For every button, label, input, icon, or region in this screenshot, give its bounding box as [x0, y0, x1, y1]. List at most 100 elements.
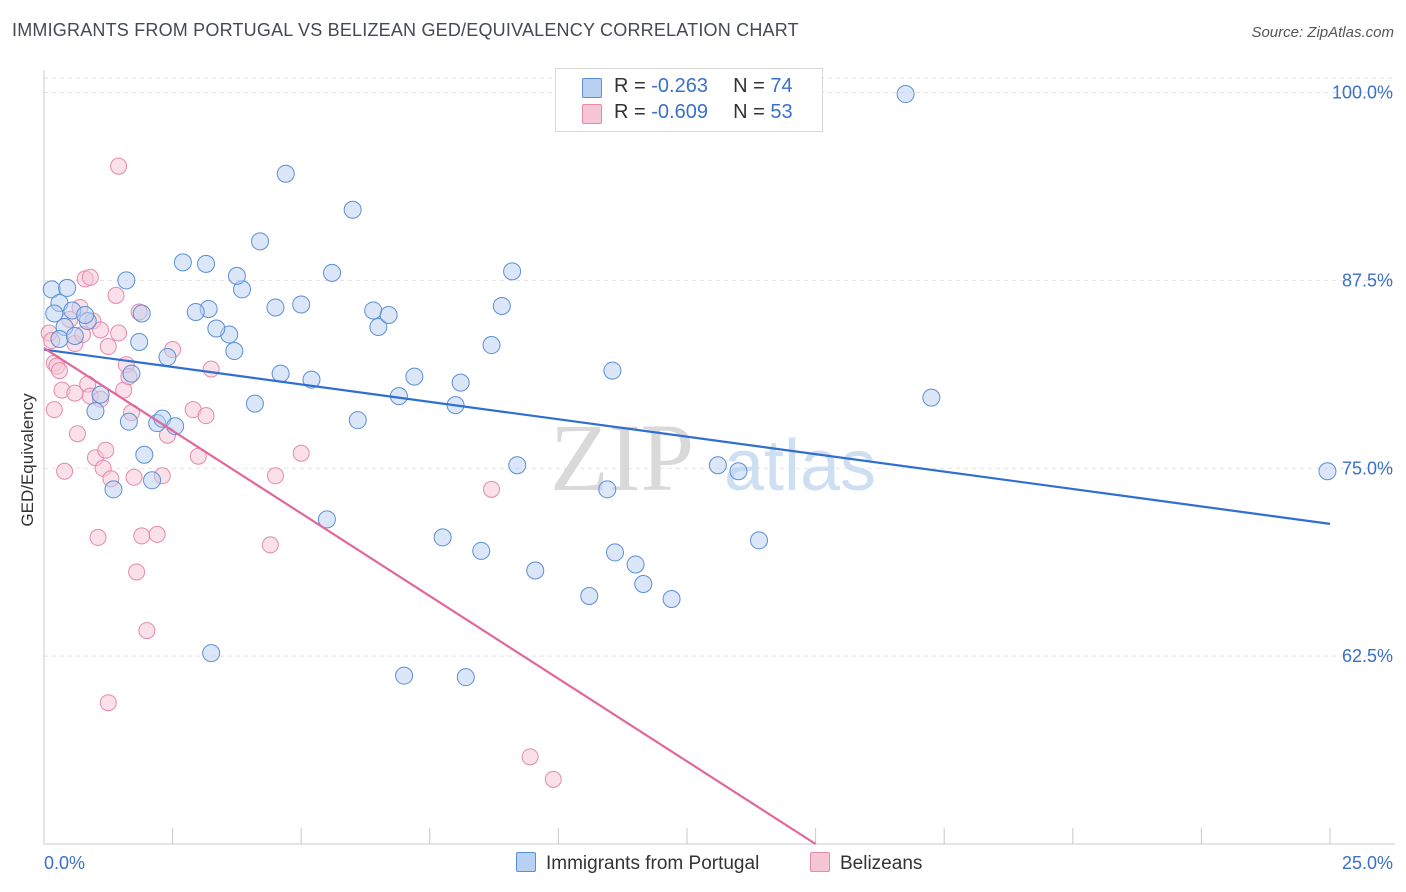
belizeans-point — [483, 480, 501, 498]
portugal-point — [482, 336, 501, 355]
x-tick-label: 0.0% — [44, 853, 85, 873]
portugal-point — [395, 666, 414, 685]
portugal-point — [197, 254, 216, 273]
portugal-point — [343, 200, 362, 219]
source-label: Source: ZipAtlas.com — [1251, 24, 1394, 41]
trend-lines — [43, 347, 1331, 845]
portugal-point — [173, 253, 192, 272]
belizeans-point — [266, 467, 284, 485]
portugal-point — [122, 364, 141, 383]
legend-r-label: R = — [614, 101, 652, 123]
belizeans-point — [45, 401, 63, 419]
legend-swatch-blue — [582, 78, 602, 98]
portugal-point — [603, 361, 622, 380]
portugal-point — [348, 411, 367, 430]
belizeans-point — [148, 525, 166, 543]
legend-n-value: 53 — [770, 101, 793, 123]
legend-n-value: 74 — [770, 75, 793, 97]
portugal-point — [508, 456, 527, 475]
belizeans-point — [202, 360, 220, 378]
belizeans-point — [56, 462, 74, 480]
belizeans-point — [68, 425, 86, 443]
belizeans-point — [97, 441, 115, 459]
portugal-point — [104, 480, 123, 499]
belizeans-point — [261, 536, 279, 554]
belizeans-point — [138, 622, 156, 640]
portugal-point — [186, 302, 205, 321]
portugal-point — [245, 394, 264, 413]
portugal-point — [76, 305, 95, 324]
belizeans-point — [128, 563, 146, 581]
portugal-point — [132, 304, 151, 323]
y-tick-label: 100.0% — [1332, 83, 1393, 103]
belizeans-point — [133, 527, 151, 545]
portugal-point — [58, 278, 77, 297]
portugal-point — [323, 263, 342, 282]
watermark: ZIP atlas — [550, 404, 876, 511]
portugal-point — [379, 305, 398, 324]
portugal-point — [302, 370, 321, 389]
portugal-trend-line — [43, 348, 1331, 525]
legend: R = -0.263 N = 74 R = -0.609 N = 53 — [555, 68, 823, 132]
legend-n-label: N = — [733, 75, 771, 97]
x-tick-label: 25.0% — [1342, 853, 1393, 873]
portugal-point — [369, 317, 388, 336]
portugal-point — [503, 262, 522, 281]
belizeans-point — [99, 338, 117, 356]
portugal-point — [117, 271, 136, 290]
portugal-point — [251, 232, 270, 251]
legend-swatch-pink — [582, 104, 602, 124]
belizeans-point — [125, 468, 143, 486]
belizeans-point — [99, 694, 117, 712]
portugal-point — [472, 541, 491, 560]
legend-r-label: R = — [614, 75, 652, 97]
belizeans-point — [110, 157, 128, 175]
portugal-point — [456, 668, 475, 687]
portugal-point — [492, 296, 511, 315]
portugal-point — [158, 348, 177, 367]
bottom-legend-swatch-blue — [516, 852, 536, 872]
portugal-point — [207, 319, 226, 338]
portugal-point — [45, 304, 64, 323]
portugal-point — [605, 543, 624, 562]
portugal-point — [86, 402, 105, 421]
portugal-point — [922, 388, 941, 407]
gridlines — [44, 77, 1395, 657]
axes — [43, 70, 1395, 845]
belizeans-point — [110, 324, 128, 342]
portugal-point — [292, 295, 311, 314]
portugal-point — [526, 561, 545, 580]
bottom-legend-swatch-pink — [810, 852, 830, 872]
portugal-point — [634, 574, 653, 593]
portugal-point — [662, 590, 681, 609]
belizeans-points — [40, 157, 562, 788]
belizeans-point — [92, 321, 110, 339]
belizeans-point — [107, 286, 125, 304]
portugal-point — [65, 327, 84, 346]
portugal-point — [317, 510, 336, 529]
bottom-legend-label: Immigrants from Portugal — [546, 853, 760, 874]
portugal-point — [364, 301, 383, 320]
portugal-point — [202, 644, 221, 663]
portugal-point — [405, 367, 424, 386]
legend-r-value: -0.609 — [651, 101, 708, 123]
chart-title: IMMIGRANTS FROM PORTUGAL VS BELIZEAN GED… — [12, 20, 799, 40]
portugal-point — [708, 456, 727, 475]
portugal-point — [266, 298, 285, 317]
portugal-point — [135, 445, 154, 464]
belizeans-point — [521, 748, 539, 766]
belizeans-point — [292, 444, 310, 462]
portugal-point — [433, 528, 452, 547]
portugal-point — [896, 85, 915, 104]
portugal-point — [598, 480, 617, 499]
y-axis-label: GED/Equivalency — [18, 393, 37, 527]
y-tick-label: 75.0% — [1342, 458, 1393, 478]
legend-r-value: -0.263 — [651, 75, 708, 97]
portugal-point — [626, 555, 645, 574]
belizeans-point — [89, 528, 107, 546]
y-tick-label: 62.5% — [1342, 646, 1393, 666]
portugal-point — [91, 385, 110, 404]
portugal-point — [271, 364, 290, 383]
portugal-point — [143, 471, 162, 490]
